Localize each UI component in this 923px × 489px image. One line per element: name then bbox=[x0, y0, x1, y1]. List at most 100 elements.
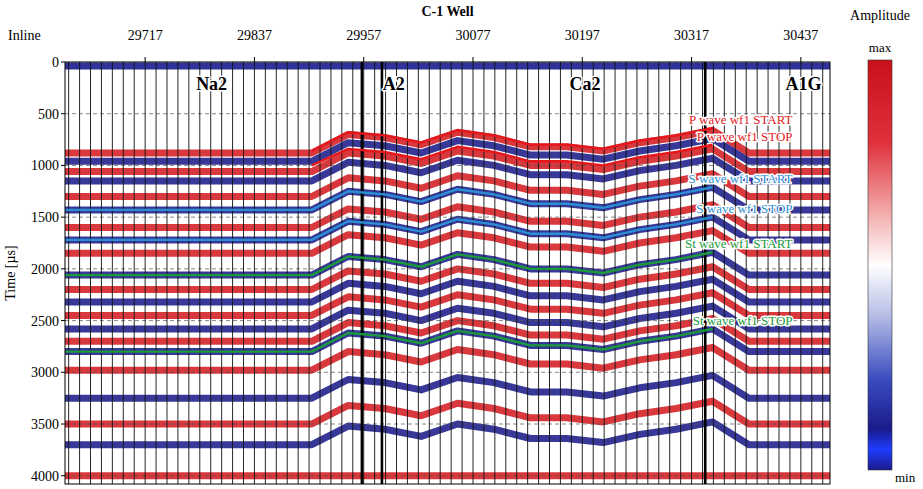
trace bbox=[221, 62, 222, 484]
horizon bbox=[312, 128, 713, 151]
horizon-label: St wave wf1 STOP bbox=[693, 313, 793, 328]
trace bbox=[822, 62, 823, 484]
y-tick-label: 3500 bbox=[31, 417, 59, 432]
trace bbox=[101, 62, 102, 484]
trace bbox=[680, 62, 681, 484]
y-tick bbox=[61, 217, 65, 218]
trace bbox=[527, 62, 528, 484]
title: C-1 Well bbox=[421, 4, 473, 19]
colorbar-min-label: min bbox=[895, 470, 916, 485]
grid-line bbox=[65, 424, 830, 425]
plot-area bbox=[65, 62, 830, 484]
x-tick-label: 30197 bbox=[565, 28, 600, 43]
grid-line bbox=[65, 165, 830, 166]
trace bbox=[451, 62, 452, 484]
trace bbox=[811, 62, 812, 484]
y-tick bbox=[61, 62, 65, 63]
x-tick bbox=[363, 57, 364, 62]
trace bbox=[560, 62, 561, 484]
trace bbox=[156, 62, 157, 484]
x-tick-label: 29717 bbox=[128, 28, 163, 43]
trace bbox=[418, 62, 419, 484]
x-tick bbox=[473, 57, 474, 62]
trace bbox=[516, 62, 517, 484]
grid-line bbox=[65, 217, 830, 218]
trace bbox=[440, 62, 441, 484]
reflector bbox=[65, 375, 830, 398]
trace bbox=[363, 62, 364, 484]
reflector bbox=[65, 63, 830, 70]
y-tick bbox=[61, 268, 65, 269]
trace bbox=[669, 62, 670, 484]
trace bbox=[254, 62, 255, 484]
horizon bbox=[65, 329, 713, 352]
trace bbox=[462, 62, 463, 484]
trace bbox=[374, 62, 375, 484]
y-tick-label: 2500 bbox=[31, 314, 59, 329]
grid-line bbox=[65, 372, 830, 373]
reflector bbox=[65, 422, 830, 445]
x-tick-label: 30317 bbox=[674, 28, 709, 43]
boundary bbox=[361, 62, 364, 484]
horizon-label: St wave wf1 START bbox=[685, 236, 793, 251]
trace bbox=[188, 62, 189, 484]
reflector bbox=[65, 231, 830, 254]
trace bbox=[167, 62, 168, 484]
trace bbox=[232, 62, 233, 484]
trace bbox=[287, 62, 288, 484]
x-tick bbox=[582, 57, 583, 62]
horizon-label: S wave wf1 STOP bbox=[696, 201, 792, 216]
trace bbox=[658, 62, 659, 484]
trace bbox=[309, 62, 310, 484]
horizon bbox=[65, 217, 713, 240]
trace bbox=[396, 62, 397, 484]
trace bbox=[473, 62, 474, 484]
y-tick-label: 1500 bbox=[31, 210, 59, 225]
trace bbox=[647, 62, 648, 484]
trace bbox=[320, 62, 321, 484]
y-tick-label: 0 bbox=[52, 55, 59, 70]
trace bbox=[330, 62, 331, 484]
region-label: Na2 bbox=[196, 74, 227, 94]
x-tick-label: 29957 bbox=[346, 28, 381, 43]
chart: P wave wf1 START P wave wf1 STOP S wave wf… bbox=[0, 0, 923, 489]
y-axis-title: Time [µs] bbox=[3, 245, 18, 300]
y-tick-label: 2000 bbox=[31, 262, 59, 277]
trace bbox=[385, 62, 386, 484]
horizon bbox=[65, 187, 713, 210]
horizon bbox=[312, 145, 713, 166]
y-tick bbox=[61, 424, 65, 425]
trace bbox=[199, 62, 200, 484]
x-tick-label: 30077 bbox=[456, 28, 491, 43]
trace bbox=[298, 62, 299, 484]
horizon-label: S wave wf1 START bbox=[689, 171, 793, 186]
trace bbox=[90, 62, 91, 484]
y-tick bbox=[61, 113, 65, 114]
trace bbox=[571, 62, 572, 484]
x-tick-label: 30437 bbox=[783, 28, 818, 43]
horizon-label: P wave wf1 STOP bbox=[697, 129, 793, 144]
y-tick-label: 1000 bbox=[31, 158, 59, 173]
x-axis-title: Inline bbox=[8, 28, 41, 43]
trace bbox=[615, 62, 616, 484]
trace bbox=[68, 62, 69, 484]
horizon-label: P wave wf1 START bbox=[689, 112, 793, 127]
trace bbox=[210, 62, 211, 484]
y-tick bbox=[61, 165, 65, 166]
region-label: A1G bbox=[786, 74, 822, 94]
boundary bbox=[381, 62, 384, 484]
trace bbox=[549, 62, 550, 484]
trace bbox=[538, 62, 539, 484]
trace bbox=[341, 62, 342, 484]
trace bbox=[145, 62, 146, 484]
trace bbox=[429, 62, 430, 484]
trace bbox=[494, 62, 495, 484]
trace bbox=[134, 62, 135, 484]
x-tick bbox=[800, 57, 801, 62]
plot-frame bbox=[65, 62, 830, 484]
trace bbox=[800, 62, 801, 484]
trace bbox=[626, 62, 627, 484]
x-tick-label: 29837 bbox=[237, 28, 272, 43]
y-tick bbox=[61, 320, 65, 321]
grid-line bbox=[65, 268, 830, 269]
